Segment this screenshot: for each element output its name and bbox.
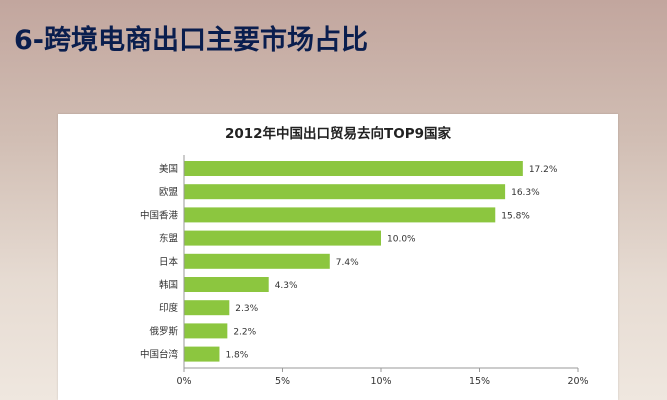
data-label: 2.3%: [235, 304, 258, 314]
data-label: 4.3%: [275, 281, 298, 291]
category-label: 中国香港: [140, 209, 179, 221]
chart-title: 2012年中国出口贸易去向TOP9国家: [224, 126, 452, 142]
x-tick-label: 10%: [370, 376, 391, 387]
data-label: 2.2%: [233, 327, 256, 337]
category-label: 美国: [159, 163, 178, 175]
x-tick-label: 5%: [275, 376, 290, 387]
bar: [184, 253, 330, 269]
bar: [184, 346, 220, 362]
category-label: 东盟: [159, 233, 179, 245]
bar: [184, 207, 496, 223]
bar: [184, 184, 506, 200]
category-label: 日本: [159, 256, 179, 268]
data-label: 10.0%: [387, 235, 416, 245]
x-tick-label: 0%: [176, 376, 191, 387]
slide-title: 6-跨境电商出口主要市场占比: [14, 25, 368, 56]
bar: [184, 161, 523, 176]
x-tick-label: 15%: [469, 376, 490, 387]
category-label: 韩国: [159, 279, 178, 291]
data-label: 16.3%: [511, 188, 540, 198]
data-label: 17.2%: [529, 165, 558, 175]
category-label: 欧盟: [159, 186, 179, 198]
bar: [184, 323, 228, 339]
chart-card: 2012年中国出口贸易去向TOP9国家 美国 17.2% 欧盟 16.3% 中国香港 15…: [58, 114, 618, 400]
bar-chart: 美国 17.2% 欧盟 16.3% 中国香港 15.8% 东盟 10.0% 日本 7.4% 韩国 4.…: [140, 155, 589, 387]
bar: [184, 277, 269, 292]
category-label: 俄罗斯: [149, 325, 178, 337]
bar: [184, 300, 230, 316]
bar: [184, 230, 381, 246]
data-label: 1.8%: [225, 351, 248, 361]
x-tick-label: 20%: [567, 376, 588, 387]
category-label: 印度: [159, 302, 179, 314]
data-label: 7.4%: [336, 258, 359, 268]
category-label: 中国台湾: [140, 349, 179, 361]
data-label: 15.8%: [501, 211, 530, 221]
